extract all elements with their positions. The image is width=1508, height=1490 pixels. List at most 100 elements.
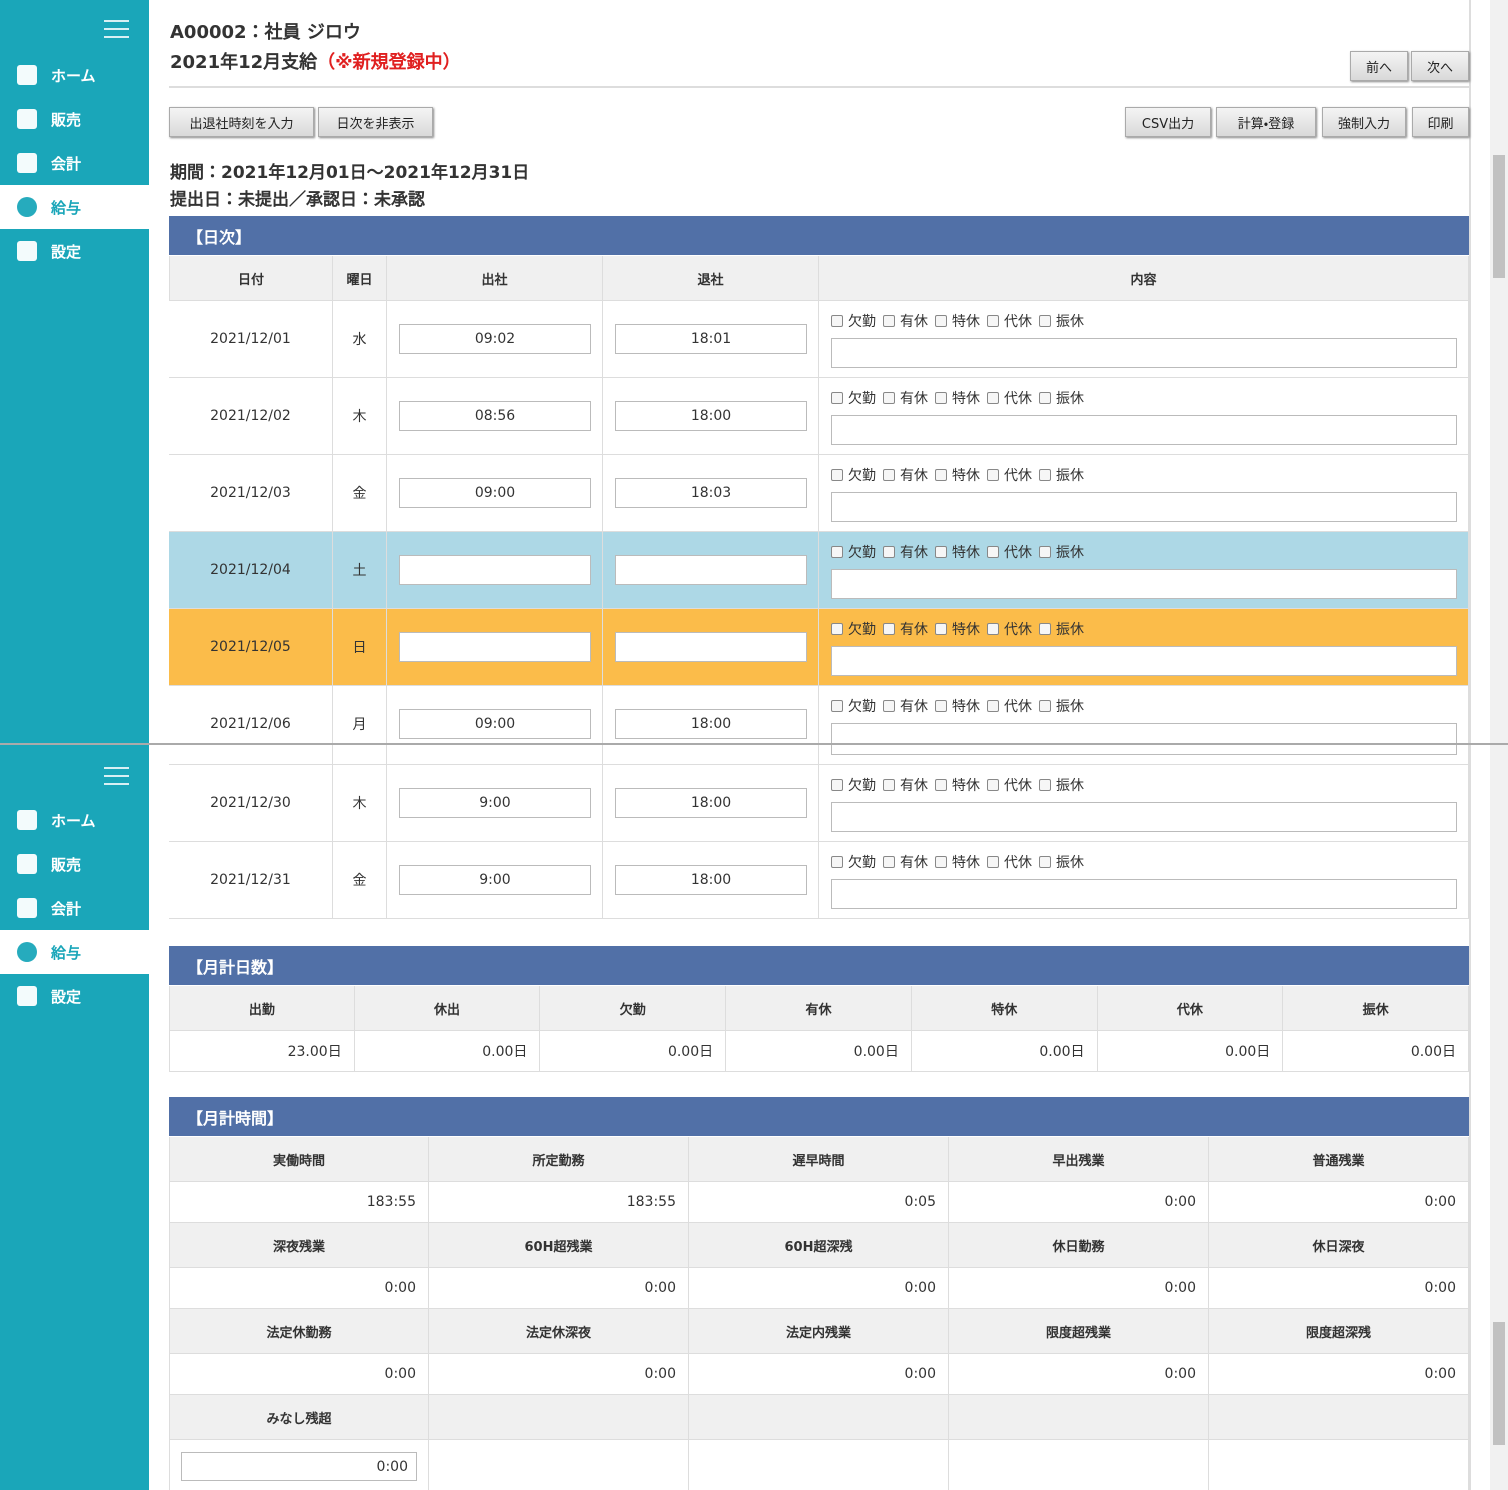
menu-item[interactable]: 給与	[0, 185, 149, 229]
toolbar-button[interactable]: 出退社時刻を入力	[169, 107, 314, 137]
time-input[interactable]: 18:00	[615, 865, 807, 895]
date-cell: 2021/12/01	[169, 301, 333, 378]
note-input[interactable]	[831, 569, 1457, 599]
time-input[interactable]	[399, 555, 591, 585]
time-input[interactable]: 18:00	[615, 401, 807, 431]
menu-item[interactable]: 会計	[0, 886, 149, 930]
note-input[interactable]	[831, 338, 1457, 368]
leave-checkbox[interactable]	[831, 392, 843, 404]
leave-checkbox[interactable]	[987, 315, 999, 327]
leave-checkbox[interactable]	[883, 469, 895, 481]
nav-button[interactable]: 次へ	[1411, 51, 1469, 81]
menu-label: 設定	[51, 987, 82, 1006]
time-input[interactable]: 18:01	[615, 324, 807, 354]
leave-checkbox[interactable]	[935, 856, 947, 868]
note-input[interactable]	[831, 415, 1457, 445]
time-input[interactable]	[615, 632, 807, 662]
value-input[interactable]: 0:00	[181, 1452, 417, 1481]
time-total: 0:00	[429, 1354, 689, 1395]
leave-checkbox[interactable]	[883, 700, 895, 712]
leave-label: 振休	[1056, 622, 1084, 638]
leave-label: 特休	[952, 314, 980, 330]
note-input[interactable]	[831, 492, 1457, 522]
column-header: 60H超残業	[429, 1223, 689, 1268]
leave-checkbox[interactable]	[1039, 700, 1051, 712]
leave-checkbox[interactable]	[1039, 779, 1051, 791]
leave-checkbox[interactable]	[935, 315, 947, 327]
time-input[interactable]: 18:03	[615, 478, 807, 508]
time-input[interactable]: 18:00	[615, 709, 807, 739]
leave-checkbox[interactable]	[883, 546, 895, 558]
leave-checkbox[interactable]	[883, 392, 895, 404]
menu-item[interactable]: 販売	[0, 842, 149, 886]
leave-checkbox[interactable]	[987, 623, 999, 635]
leave-checkbox[interactable]	[883, 779, 895, 791]
leave-checkbox[interactable]	[987, 779, 999, 791]
leave-checkbox[interactable]	[831, 546, 843, 558]
leave-checkbox[interactable]	[1039, 392, 1051, 404]
leave-checkbox[interactable]	[1039, 469, 1051, 481]
menu-item[interactable]: ホーム	[0, 53, 149, 97]
leave-checkbox[interactable]	[1039, 856, 1051, 868]
leave-checkbox[interactable]	[987, 392, 999, 404]
leave-checkbox[interactable]	[831, 856, 843, 868]
leave-checkbox[interactable]	[831, 700, 843, 712]
leave-checkbox[interactable]	[935, 392, 947, 404]
nav-button[interactable]: 前へ	[1350, 51, 1408, 81]
toolbar-button[interactable]: CSV出力	[1125, 107, 1211, 137]
menu-icon	[17, 986, 37, 1006]
toolbar-button[interactable]: 計算・登録	[1216, 107, 1316, 137]
leave-checkbox[interactable]	[883, 856, 895, 868]
leave-checkbox[interactable]	[883, 315, 895, 327]
time-input[interactable]: 09:00	[399, 709, 591, 739]
empty-header	[1209, 1395, 1469, 1440]
time-input[interactable]: 18:00	[615, 788, 807, 818]
leave-checkbox[interactable]	[831, 779, 843, 791]
leave-checkbox[interactable]	[987, 469, 999, 481]
leave-checkbox[interactable]	[831, 623, 843, 635]
leave-checkbox[interactable]	[935, 623, 947, 635]
time-input[interactable]: 09:02	[399, 324, 591, 354]
leave-checkbox[interactable]	[987, 856, 999, 868]
leave-checkbox[interactable]	[883, 623, 895, 635]
leave-checkbox[interactable]	[831, 469, 843, 481]
leave-checkbox[interactable]	[987, 546, 999, 558]
leave-checkbox[interactable]	[935, 546, 947, 558]
time-input[interactable]: 9:00	[399, 788, 591, 818]
time-input[interactable]	[615, 555, 807, 585]
menu-item[interactable]: 会計	[0, 141, 149, 185]
menu-item[interactable]: 設定	[0, 974, 149, 1018]
note-input[interactable]	[831, 723, 1457, 743]
note-input[interactable]	[831, 802, 1457, 832]
leave-checkbox[interactable]	[1039, 623, 1051, 635]
leave-label: 有休	[900, 468, 928, 484]
leave-checkbox[interactable]	[935, 779, 947, 791]
time-input[interactable]: 9:00	[399, 865, 591, 895]
menu-item[interactable]: ホーム	[0, 798, 149, 842]
menu-item[interactable]: 設定	[0, 229, 149, 273]
leave-checkbox[interactable]	[935, 469, 947, 481]
leave-checkbox[interactable]	[987, 700, 999, 712]
leave-checkbox[interactable]	[831, 315, 843, 327]
leave-label: 有休	[900, 855, 928, 871]
menu-item[interactable]: 給与	[0, 930, 149, 974]
column-header: 普通残業	[1209, 1137, 1469, 1182]
note-input[interactable]	[831, 879, 1457, 909]
column-header: 休日勤務	[949, 1223, 1209, 1268]
time-input[interactable]: 09:00	[399, 478, 591, 508]
menu-label: 給与	[51, 943, 82, 962]
time-total: 0:00	[949, 1354, 1209, 1395]
menu-icon	[17, 854, 37, 874]
leave-checkbox[interactable]	[1039, 315, 1051, 327]
toolbar-button[interactable]: 強制入力	[1322, 107, 1406, 137]
time-input[interactable]	[399, 632, 591, 662]
time-total: 0:00	[689, 1354, 949, 1395]
note-input[interactable]	[831, 646, 1457, 676]
menu-item[interactable]: 販売	[0, 97, 149, 141]
toolbar-button[interactable]: 印刷	[1412, 107, 1469, 137]
time-input[interactable]: 08:56	[399, 401, 591, 431]
leave-checkbox[interactable]	[935, 700, 947, 712]
note-input[interactable]	[831, 745, 1457, 755]
toolbar-button[interactable]: 日次を非表示	[318, 107, 433, 137]
leave-checkbox[interactable]	[1039, 546, 1051, 558]
